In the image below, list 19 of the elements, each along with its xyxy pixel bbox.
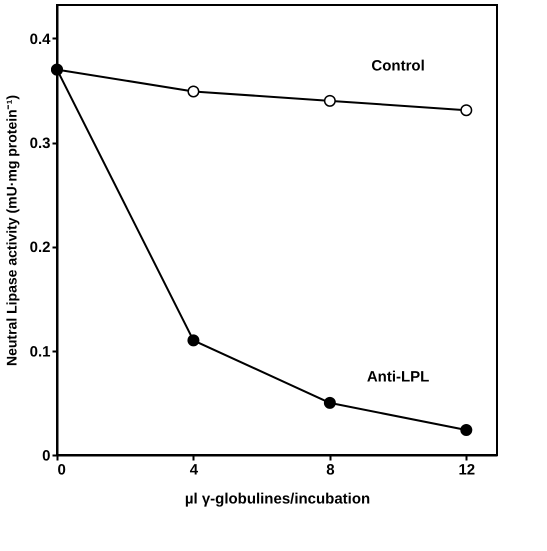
point (324, 94, 336, 107)
series-label: Anti-LPL (366, 368, 430, 386)
point (187, 85, 200, 98)
y-axis-title: Neutral Lipase activity (mU·mg protein⁻¹) (4, 94, 20, 366)
point (460, 104, 472, 116)
point (460, 424, 472, 436)
x-tick-label: 4 (190, 462, 199, 478)
x-axis-title: µl γ-globulines/incubation (184, 490, 370, 508)
x-tick-label: 8 (326, 462, 335, 478)
point (324, 396, 336, 409)
series-label: Control (371, 58, 425, 75)
y-tick-label: 0 (42, 448, 50, 464)
y-tick-label: 0.1 (30, 343, 50, 360)
y-tick-label: 0.3 (30, 135, 50, 152)
point (187, 334, 200, 346)
y-tick-label: 0.2 (30, 239, 50, 256)
x-tick-label: 0 (58, 462, 66, 478)
y-tick-label: 0.4 (30, 30, 52, 48)
x-tick-label: 12 (458, 462, 476, 478)
